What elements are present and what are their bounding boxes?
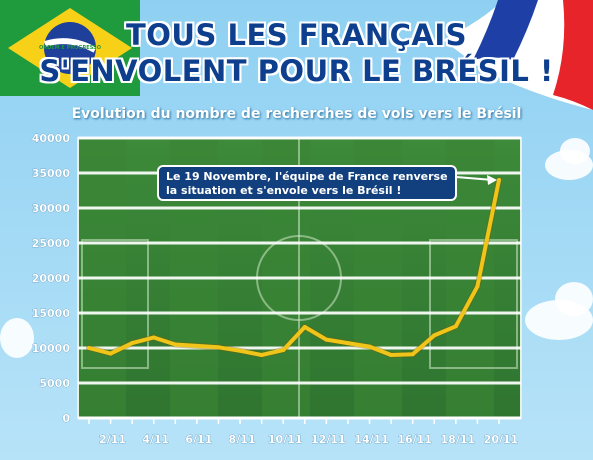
y-tick-label: 25000 bbox=[32, 237, 71, 250]
data-point bbox=[151, 335, 156, 340]
x-tick-label: 2/11 bbox=[99, 433, 126, 446]
data-point bbox=[389, 353, 394, 357]
annotation-box bbox=[157, 165, 457, 201]
series-line bbox=[87, 178, 501, 357]
y-tick-label: 35000 bbox=[32, 167, 71, 180]
data-point bbox=[281, 348, 286, 353]
brazil-flag-motto: ORDEM E PROGRESSO bbox=[39, 45, 101, 51]
data-point bbox=[345, 341, 350, 346]
data-point bbox=[238, 348, 243, 353]
page-title-line1: TOUS LES FRANÇAIS bbox=[126, 18, 467, 52]
x-tick-label: 18/11 bbox=[441, 433, 476, 446]
y-tick-label: 15000 bbox=[32, 307, 71, 320]
data-point bbox=[173, 342, 178, 347]
data-point bbox=[259, 353, 264, 357]
data-point bbox=[497, 178, 501, 182]
data-point bbox=[194, 343, 199, 348]
data-point bbox=[475, 284, 480, 289]
y-tick-label: 0 bbox=[62, 412, 70, 425]
annotation-arrow-line bbox=[455, 176, 494, 181]
x-tick-label: 10/11 bbox=[268, 433, 303, 446]
data-point bbox=[324, 337, 329, 342]
brazil-flag: ORDEM E PROGRESSO bbox=[0, 0, 140, 96]
x-tick-label: 8/11 bbox=[229, 433, 256, 446]
chart-title: Evolution du nombre de recherches de vol… bbox=[71, 106, 522, 122]
data-point bbox=[108, 351, 113, 356]
data-point bbox=[216, 345, 221, 350]
x-tick-label: 16/11 bbox=[397, 433, 432, 446]
y-tick-label: 10000 bbox=[32, 342, 71, 355]
data-point bbox=[432, 333, 437, 338]
annotation-arrowhead bbox=[487, 175, 497, 185]
page-title-line2: S'ENVOLENT POUR LE BRÉSIL ! bbox=[39, 54, 554, 88]
annotation-text-line1: Le 19 Novembre, l'équipe de France renve… bbox=[166, 170, 448, 183]
data-point bbox=[302, 325, 307, 329]
x-tick-label: 20/11 bbox=[484, 433, 519, 446]
data-point bbox=[410, 352, 415, 357]
y-tick-label: 30000 bbox=[32, 202, 71, 215]
x-tick-label: 12/11 bbox=[311, 433, 346, 446]
data-point bbox=[367, 344, 372, 349]
data-point bbox=[130, 341, 135, 346]
data-point bbox=[87, 346, 91, 350]
france-flag bbox=[443, 0, 593, 110]
y-tick-label: 5000 bbox=[39, 377, 70, 390]
y-tick-label: 40000 bbox=[32, 132, 71, 145]
cloud bbox=[560, 138, 590, 164]
cloud bbox=[555, 282, 593, 316]
x-tick-label: 4/11 bbox=[142, 433, 169, 446]
annotation-text-line2: la situation et s'envole vers le Brésil … bbox=[166, 184, 401, 197]
x-tick-label: 6/11 bbox=[185, 433, 212, 446]
data-point bbox=[453, 324, 458, 329]
x-tick-label: 14/11 bbox=[354, 433, 389, 446]
cloud bbox=[0, 318, 34, 358]
y-tick-label: 20000 bbox=[32, 272, 71, 285]
